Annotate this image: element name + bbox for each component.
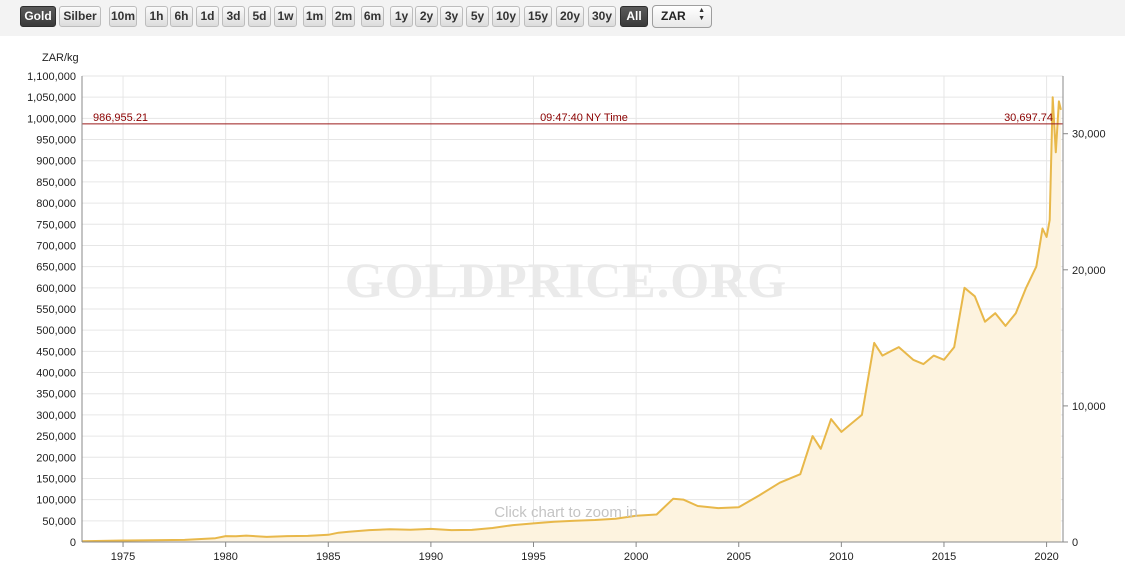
y-tick-label: 1,100,000 <box>27 71 76 83</box>
x-tick-label: 2015 <box>932 551 956 563</box>
y-tick-label: 850,000 <box>36 177 76 189</box>
x-tick-label: 2000 <box>624 551 648 563</box>
y-tick-label: 400,000 <box>36 368 76 380</box>
range-button-15y[interactable]: 15y <box>524 6 552 27</box>
metal-button-gold[interactable]: Gold <box>20 6 56 27</box>
range-button-30y[interactable]: 30y <box>588 6 616 27</box>
x-tick-label: 1995 <box>521 551 545 563</box>
x-tick-label: 1980 <box>213 551 237 563</box>
y-tick-label: 450,000 <box>36 346 76 358</box>
y-tick-label: 1,000,000 <box>27 113 76 125</box>
range-button-10y[interactable]: 10y <box>492 6 520 27</box>
range-button-10m[interactable]: 10m <box>109 6 137 27</box>
y2-tick-label: 10,000 <box>1072 401 1106 413</box>
y-tick-label: 1,050,000 <box>27 92 76 104</box>
range-button-1y[interactable]: 1y <box>390 6 413 27</box>
range-button-5y[interactable]: 5y <box>466 6 489 27</box>
y-tick-label: 350,000 <box>36 389 76 401</box>
range-button-5d[interactable]: 5d <box>248 6 271 27</box>
crosshair-right-value: 30,697.74 <box>1004 112 1053 124</box>
range-button-2y[interactable]: 2y <box>415 6 438 27</box>
y-tick-label: 300,000 <box>36 410 76 422</box>
y2-tick-label: 30,000 <box>1072 129 1106 141</box>
y2-tick-label: 20,000 <box>1072 265 1106 277</box>
y-tick-label: 100,000 <box>36 495 76 507</box>
crosshair-time: 09:47:40 NY Time <box>540 112 628 124</box>
x-tick-label: 2020 <box>1034 551 1058 563</box>
range-button-1d[interactable]: 1d <box>196 6 219 27</box>
range-button-all[interactable]: All <box>620 6 648 27</box>
x-tick-label: 1975 <box>111 551 135 563</box>
range-button-1h[interactable]: 1h <box>145 6 168 27</box>
currency-select[interactable]: ZAR ▲ ▼ <box>652 5 712 28</box>
updown-arrows-icon: ▲ ▼ <box>698 7 705 22</box>
range-button-2m[interactable]: 2m <box>332 6 355 27</box>
x-tick-label: 1990 <box>419 551 443 563</box>
y-axis-title: ZAR/kg <box>42 52 79 64</box>
y-tick-label: 950,000 <box>36 135 76 147</box>
y-tick-label: 0 <box>70 537 76 549</box>
y-tick-label: 500,000 <box>36 325 76 337</box>
price-chart[interactable]: GOLDPRICE.ORG 986,955.21 09:47:40 NY Tim… <box>0 36 1125 582</box>
x-tick-label: 2005 <box>726 551 750 563</box>
watermark: GOLDPRICE.ORG <box>345 252 787 308</box>
currency-value: ZAR <box>661 9 686 23</box>
y2-tick-label: 0 <box>1072 537 1078 549</box>
y-tick-label: 550,000 <box>36 304 76 316</box>
range-button-6m[interactable]: 6m <box>361 6 384 27</box>
chart-toolbar: Gold Silber 10m 1h 6h 1d 3d 5d 1w 1m 2m 6m 1y 2y 3y 5y 1… <box>0 0 1125 36</box>
range-button-1m[interactable]: 1m <box>303 6 326 27</box>
price-line <box>81 96 1062 543</box>
y-tick-label: 750,000 <box>36 219 76 231</box>
metal-button-silber[interactable]: Silber <box>59 6 101 27</box>
y-tick-label: 650,000 <box>36 262 76 274</box>
range-button-3y[interactable]: 3y <box>440 6 463 27</box>
range-button-20y[interactable]: 20y <box>556 6 584 27</box>
x-tick-label: 1985 <box>316 551 340 563</box>
y-tick-label: 900,000 <box>36 156 76 168</box>
y-tick-label: 50,000 <box>42 516 76 528</box>
y-tick-label: 800,000 <box>36 198 76 210</box>
range-button-1w[interactable]: 1w <box>274 6 297 27</box>
y-tick-label: 200,000 <box>36 452 76 464</box>
x-tick-label: 2010 <box>829 551 853 563</box>
range-button-6h[interactable]: 6h <box>170 6 193 27</box>
y-tick-label: 150,000 <box>36 473 76 485</box>
zoom-hint: Click chart to zoom in <box>494 504 637 521</box>
axes: ZAR/kg 0 50,000 100,000 150,000 200,000 250,0… <box>27 52 1106 563</box>
price-area-fill <box>82 97 1061 542</box>
y-tick-label: 250,000 <box>36 431 76 443</box>
range-button-3d[interactable]: 3d <box>222 6 245 27</box>
y-tick-label: 600,000 <box>36 283 76 295</box>
y-tick-label: 700,000 <box>36 240 76 252</box>
crosshair-left-value: 986,955.21 <box>93 112 148 124</box>
